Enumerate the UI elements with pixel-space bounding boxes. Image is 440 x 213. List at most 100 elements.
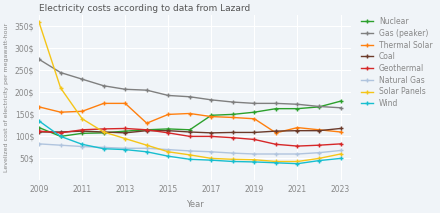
Gas (peaker) <box>187 95 192 98</box>
Gas (peaker) <box>230 101 235 103</box>
Solar Panels <box>37 21 42 24</box>
Coal <box>123 132 128 134</box>
Nuclear <box>273 107 279 110</box>
Wind <box>165 155 171 157</box>
Natural Gas <box>209 151 214 153</box>
Nuclear <box>144 128 150 131</box>
Thermal Solar <box>316 128 322 131</box>
Coal <box>230 131 235 134</box>
Wind <box>338 157 343 160</box>
Thermal Solar <box>80 110 85 113</box>
Line: Solar Panels: Solar Panels <box>37 20 343 164</box>
Wind <box>316 159 322 162</box>
Geothermal <box>187 135 192 138</box>
Geothermal <box>209 135 214 138</box>
Geothermal <box>101 128 106 130</box>
Geothermal <box>165 132 171 134</box>
Wind <box>80 143 85 146</box>
Nuclear <box>316 106 322 108</box>
Natural Gas <box>58 144 63 147</box>
Wind <box>101 147 106 150</box>
Text: Electricity costs according to data from Lazard: Electricity costs according to data from… <box>39 4 250 13</box>
Coal <box>316 129 322 132</box>
Thermal Solar <box>338 131 343 133</box>
Natural Gas <box>80 145 85 148</box>
Thermal Solar <box>295 126 300 129</box>
Solar Panels <box>252 158 257 161</box>
Wind <box>58 135 63 138</box>
Nuclear <box>37 126 42 129</box>
Geothermal <box>123 127 128 130</box>
Gas (peaker) <box>209 99 214 101</box>
Solar Panels <box>209 157 214 160</box>
Thermal Solar <box>101 102 106 105</box>
Coal <box>144 129 150 132</box>
Geothermal <box>58 132 63 134</box>
Geothermal <box>252 138 257 141</box>
Coal <box>165 129 171 132</box>
Geothermal <box>230 137 235 139</box>
Natural Gas <box>316 151 322 154</box>
Natural Gas <box>123 147 128 150</box>
Natural Gas <box>338 149 343 152</box>
Nuclear <box>80 132 85 135</box>
Gas (peaker) <box>123 88 128 91</box>
Nuclear <box>187 128 192 131</box>
Thermal Solar <box>37 106 42 108</box>
Thermal Solar <box>165 113 171 116</box>
Solar Panels <box>316 157 322 160</box>
Solar Panels <box>230 158 235 161</box>
Natural Gas <box>187 150 192 152</box>
Wind <box>252 161 257 163</box>
Nuclear <box>252 111 257 114</box>
Gas (peaker) <box>80 78 85 81</box>
Coal <box>273 130 279 132</box>
Line: Gas (peaker): Gas (peaker) <box>37 57 343 110</box>
Wind <box>273 161 279 164</box>
Solar Panels <box>165 151 171 153</box>
Solar Panels <box>338 153 343 155</box>
Coal <box>37 131 42 133</box>
Thermal Solar <box>230 116 235 119</box>
Wind <box>123 148 128 151</box>
Coal <box>80 130 85 132</box>
Nuclear <box>165 128 171 130</box>
Line: Geothermal: Geothermal <box>37 126 343 148</box>
Geothermal <box>316 144 322 147</box>
Y-axis label: Levelized cost of electricity per megawatt-hour: Levelized cost of electricity per megawa… <box>4 23 9 173</box>
Coal <box>338 127 343 130</box>
Solar Panels <box>187 154 192 156</box>
Solar Panels <box>295 160 300 163</box>
Wind <box>295 162 300 165</box>
Thermal Solar <box>187 112 192 115</box>
Nuclear <box>295 107 300 110</box>
Gas (peaker) <box>165 94 171 97</box>
Coal <box>209 132 214 134</box>
Thermal Solar <box>252 118 257 120</box>
Gas (peaker) <box>58 71 63 74</box>
Nuclear <box>123 130 128 132</box>
Solar Panels <box>58 87 63 89</box>
Gas (peaker) <box>338 106 343 109</box>
Gas (peaker) <box>101 85 106 87</box>
Thermal Solar <box>273 132 279 134</box>
Coal <box>187 131 192 133</box>
Coal <box>295 129 300 132</box>
Thermal Solar <box>209 115 214 118</box>
Natural Gas <box>230 152 235 154</box>
Geothermal <box>273 143 279 146</box>
Gas (peaker) <box>144 89 150 91</box>
Nuclear <box>209 114 214 117</box>
Gas (peaker) <box>295 103 300 105</box>
Geothermal <box>338 142 343 145</box>
X-axis label: Year: Year <box>186 200 204 209</box>
Line: Wind: Wind <box>37 119 343 166</box>
Natural Gas <box>295 153 300 155</box>
Solar Panels <box>80 118 85 120</box>
Wind <box>37 120 42 122</box>
Line: Thermal Solar: Thermal Solar <box>37 101 343 135</box>
Solar Panels <box>273 160 279 163</box>
Gas (peaker) <box>252 102 257 105</box>
Natural Gas <box>273 153 279 155</box>
Geothermal <box>37 130 42 132</box>
